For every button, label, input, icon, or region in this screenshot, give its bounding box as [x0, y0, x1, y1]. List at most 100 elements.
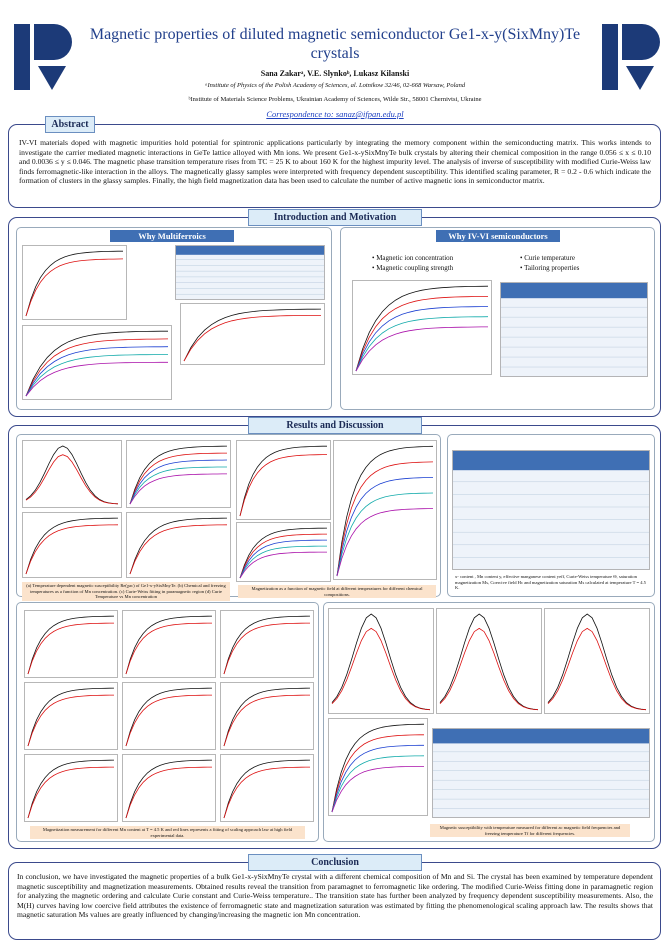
- figure-part: [223, 759, 311, 819]
- figure-part: [220, 610, 314, 678]
- conclusion-heading: Conclusion: [248, 854, 422, 871]
- figure-part: [352, 280, 492, 375]
- figure: [24, 682, 118, 750]
- figure-part: [355, 296, 489, 372]
- figure: [122, 682, 216, 750]
- figure-part: [336, 492, 434, 577]
- figure-part: [183, 308, 322, 362]
- conclusion-text: In conclusion, we have investigated the …: [17, 872, 653, 920]
- table-note: x- content , Mn content y, effective man…: [455, 574, 646, 591]
- figure-part: [24, 610, 118, 678]
- figure-part: [239, 454, 327, 517]
- figure-part: [239, 527, 328, 579]
- figure-part: [336, 477, 434, 577]
- figure: [22, 245, 127, 320]
- figure-part: [125, 615, 213, 675]
- figure: [24, 754, 118, 822]
- figure-part: [223, 622, 310, 675]
- figure: [180, 303, 325, 365]
- figure-part: [22, 512, 122, 578]
- figure-part: [328, 608, 434, 714]
- results-heading: Results and Discussion: [248, 417, 422, 434]
- figure-part: [27, 687, 115, 747]
- figure-part: [25, 517, 119, 575]
- caption: (a) Temperature dependent magnetic susce…: [22, 582, 230, 601]
- figure-part: [433, 729, 649, 744]
- figure-part: [122, 754, 216, 822]
- figure: [328, 718, 428, 816]
- figure-part: [331, 766, 424, 813]
- bullet: • Tailoring properties: [520, 264, 580, 272]
- figure-part: [27, 622, 114, 675]
- correspondence: Correspondence to: sanaz@ifpan.edu.pl: [266, 109, 404, 119]
- figure-part: [129, 452, 227, 505]
- affiliation: ᵇInstitute of Materials Science Problems…: [188, 96, 482, 103]
- logo-left: [14, 24, 72, 90]
- figure-part: [125, 622, 212, 675]
- abstract-box: IV-VI materials doped with magnetic impu…: [8, 124, 661, 208]
- figure-part: [176, 246, 324, 255]
- figure-part: [22, 440, 122, 508]
- figure-part: [27, 615, 115, 675]
- figure-part: [183, 315, 321, 362]
- figure-part: [129, 517, 228, 575]
- figure-part: [126, 512, 231, 578]
- panel-title: Why IV-VI semiconductors: [436, 230, 560, 242]
- figure-part: [355, 326, 488, 372]
- bullet-text: Curie temperature: [524, 254, 575, 262]
- figure-part: [27, 759, 115, 819]
- bullet-list: • Curie temperature • Tailoring properti…: [520, 253, 579, 273]
- figure: [436, 608, 542, 714]
- figure: [544, 608, 650, 714]
- bullet: • Magnetic coupling strength: [372, 264, 454, 272]
- caption: Magnetization as a function of magnetic …: [238, 585, 436, 599]
- figure-part: [25, 330, 168, 397]
- figure-part: [25, 454, 119, 505]
- figure-part: [333, 440, 437, 580]
- figure: [126, 440, 231, 508]
- intro-heading: Introduction and Motivation: [248, 209, 422, 226]
- figure: [22, 325, 172, 400]
- figure-part: [239, 445, 327, 517]
- figure-part: [239, 545, 327, 579]
- figure-part: [25, 361, 168, 397]
- figure-part: [25, 250, 123, 317]
- affiliation: ᵃInstitute of Physics of the Polish Acad…: [204, 82, 466, 89]
- figure-part: [223, 766, 310, 819]
- figure-part: [355, 316, 489, 372]
- figure-part: [439, 613, 539, 711]
- figure-part: [331, 723, 425, 813]
- conclusion-box: In conclusion, we have investigated the …: [8, 862, 661, 940]
- figure: [328, 608, 434, 714]
- figure: [236, 522, 331, 582]
- figure-part: [336, 461, 434, 577]
- authors: Sana Zakarᵃ, V.E. Slynkoᵇ, Lukasz Kilans…: [260, 69, 410, 78]
- figure-part: [125, 759, 213, 819]
- figure-part: [129, 524, 228, 575]
- bullet: • Magnetic ion concentration: [372, 254, 454, 262]
- caption: Magnetization measurement for different …: [30, 826, 305, 840]
- figure: [220, 754, 314, 822]
- panel-title: Why Multiferroics: [110, 230, 234, 242]
- figure-part: [129, 445, 228, 505]
- figure: [500, 282, 648, 377]
- figure-part: [125, 687, 213, 747]
- figure-part: [25, 338, 169, 397]
- figure: [175, 245, 325, 300]
- figure-part: [547, 613, 647, 711]
- figure-part: [25, 258, 124, 317]
- figure: [22, 512, 122, 578]
- figure-part: [544, 608, 650, 714]
- figure-part: [236, 440, 331, 520]
- figure-part: [27, 694, 114, 747]
- figure-part: [355, 285, 489, 372]
- figure: [24, 610, 118, 678]
- figure-part: [239, 539, 327, 579]
- figure-part: [331, 734, 424, 813]
- figure-part: [125, 694, 212, 747]
- figure-part: [129, 473, 227, 505]
- logo-right: [602, 24, 660, 90]
- figure-part: [25, 524, 119, 575]
- figure-part: [336, 445, 434, 577]
- figure: [236, 440, 331, 520]
